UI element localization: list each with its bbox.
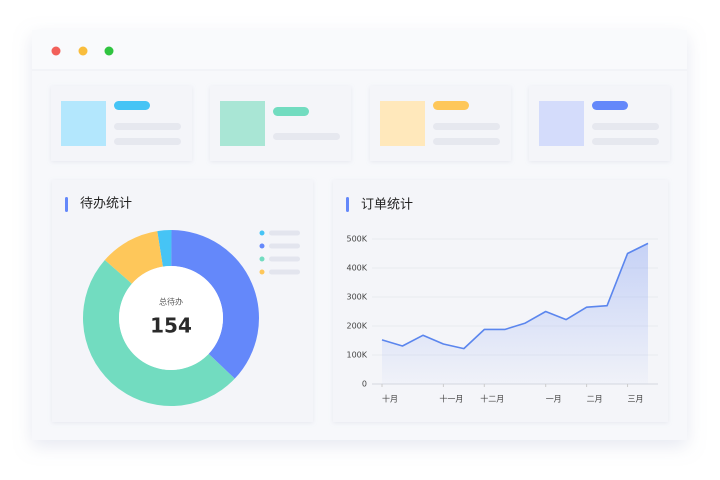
min-dot [78,46,88,56]
placeholder [114,123,181,130]
y-tick-label: 300K [346,293,367,302]
max-dot [104,46,114,56]
donut-hole [119,266,223,370]
placeholder [592,138,659,145]
area [382,243,648,384]
y-tick-label: 0 [362,380,367,389]
card-tag [433,101,469,110]
x-tick-label: 一月 [546,395,562,404]
donut-segment [104,231,163,284]
x-tick-label: 十月 [382,394,398,404]
legend-placeholder [269,243,300,249]
donut-segment [82,259,235,407]
donut-segment [157,229,172,267]
panel-title: 订单统计 [361,198,413,213]
title-bar [32,30,687,70]
legend-dot [259,230,265,236]
placeholder [433,123,500,130]
legend-placeholder [269,256,300,262]
placeholder [273,133,340,140]
x-tick-label: 十二月 [480,394,504,404]
y-tick-label: 400K [346,264,367,273]
card-icon [61,101,106,146]
placeholder [114,138,181,145]
placeholder [592,123,659,130]
title-accent [346,197,349,212]
legend-placeholder [269,269,300,275]
center-label: 总待办 [159,297,183,307]
line [381,242,649,350]
stat-cards [51,86,670,161]
x-tick-label: 十一月 [439,394,463,404]
card-icon [539,101,584,146]
donut-segment [171,230,259,379]
title-accent [65,197,68,212]
x-tick-label: 二月 [587,395,603,404]
card-icon [380,101,425,146]
y-tick-label: 500K [346,235,367,244]
legend-dot [259,243,265,249]
card-tag [592,101,628,110]
x-tick-label: 三月 [628,395,644,404]
card-icon [220,101,265,146]
placeholder [433,138,500,145]
card-tag [273,107,309,116]
center-value: 154 [150,314,192,338]
legend-dot [259,269,265,275]
y-tick-label: 100K [346,351,367,360]
legend-dot [259,256,265,262]
y-tick-label: 200K [346,322,367,331]
panel-title: 待办统计 [80,197,132,212]
card-tag [114,101,150,110]
close-dot [51,46,61,56]
legend-placeholder [269,230,300,236]
